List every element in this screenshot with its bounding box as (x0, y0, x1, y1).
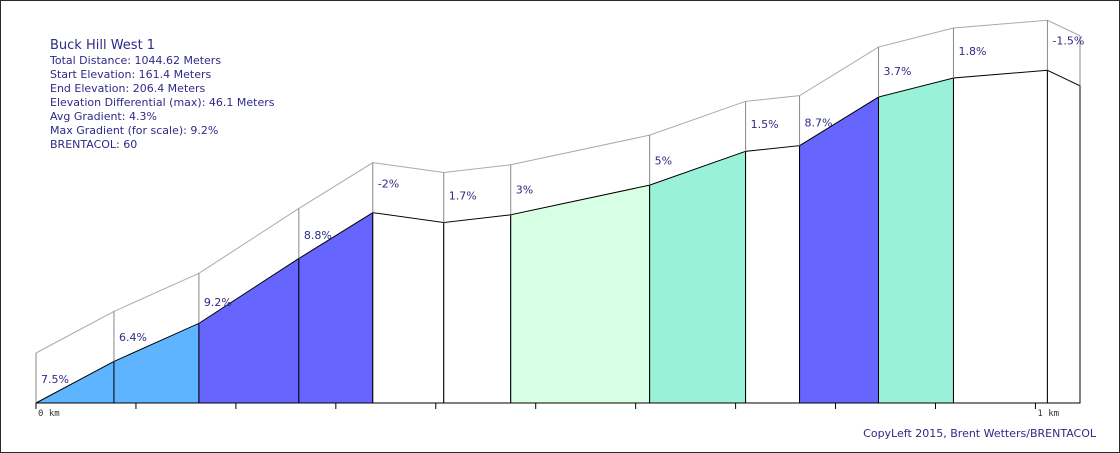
segment-gradient-label: 3% (516, 184, 533, 197)
segment-gradient-label: 1.8% (958, 45, 986, 58)
segment-gradient-label: -1.5% (1052, 35, 1084, 48)
segment-gradient-label: 6.4% (119, 331, 147, 344)
gradient-segment (198, 257, 300, 404)
gradient-segment (649, 150, 747, 404)
label-band-top (35, 19, 1081, 354)
gradient-segment (1046, 69, 1081, 404)
end-elevation: End Elevation: 206.4 Meters (50, 82, 206, 95)
gradient-segment (510, 184, 651, 404)
start-elevation: Start Elevation: 161.4 Meters (50, 68, 212, 81)
segment-gradient-label: -2% (378, 178, 399, 191)
gradient-segment (372, 212, 445, 404)
segment-gradient-label: 8.8% (304, 229, 332, 242)
segment-gradient-label: 1.7% (449, 189, 477, 202)
elevation-differential: Elevation Differential (max): 46.1 Meter… (50, 96, 275, 109)
gradient-segment (745, 145, 801, 404)
total-distance: Total Distance: 1044.62 Meters (50, 54, 222, 67)
max-gradient: Max Gradient (for scale): 9.2% (50, 124, 219, 137)
gradient-segment (878, 77, 954, 404)
segment-gradient-label: 8.7% (805, 117, 833, 130)
avg-gradient: Avg Gradient: 4.3% (50, 110, 157, 123)
segment-gradient-label: 1.5% (751, 118, 779, 131)
segment-gradient-label: 9.2% (204, 296, 232, 309)
segment-gradient-label: 5% (655, 155, 672, 168)
segment-gradient-label: 7.5% (41, 373, 69, 386)
segment-gradient-label: 3.7% (884, 65, 912, 78)
gradient-segment (952, 69, 1048, 404)
brentacol-score: BRENTACOL: 60 (50, 138, 138, 151)
route-title: Buck Hill West 1 (50, 38, 156, 53)
x-tick-label: 1 km (1037, 409, 1059, 419)
copyleft-credit: CopyLeft 2015, Brent Wetters/BRENTACOL (863, 427, 1096, 440)
x-tick-label: 0 km (38, 409, 60, 419)
gradient-segment (443, 214, 512, 404)
route-info: Buck Hill West 1 Total Distance: 1044.62… (50, 38, 274, 152)
gradient-segment (799, 96, 880, 404)
